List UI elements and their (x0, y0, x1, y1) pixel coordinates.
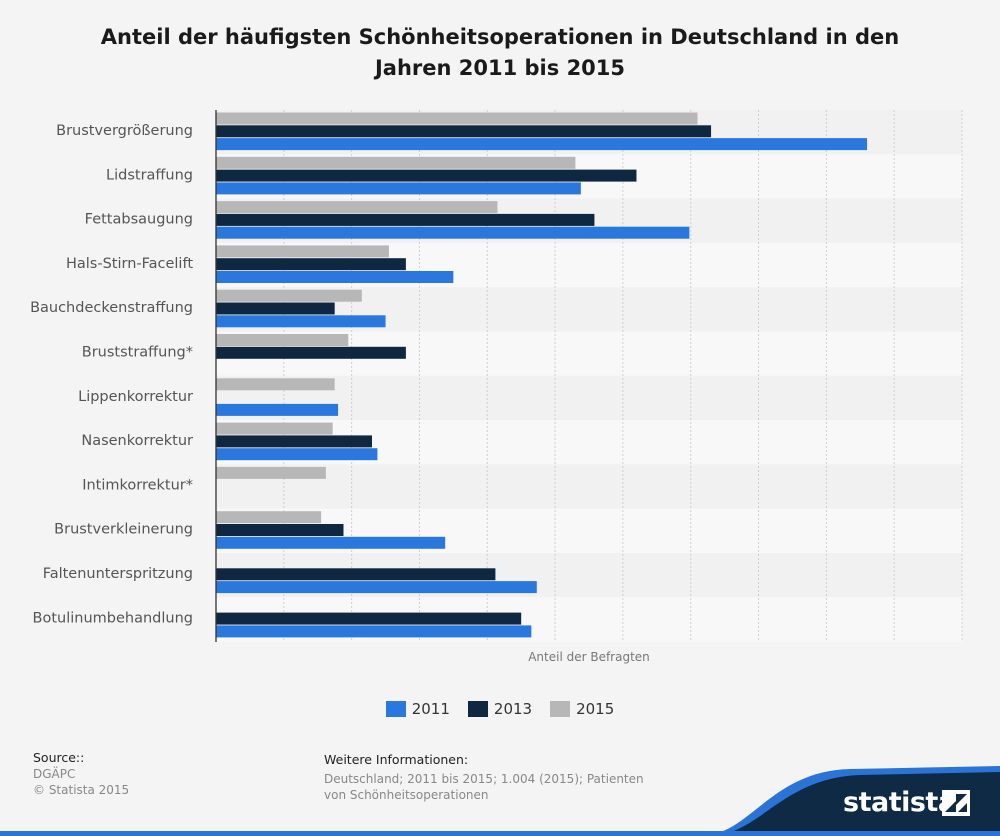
chart-area: Brustvergrößerung Lidstraffung Fettabsaugu… (30, 110, 963, 664)
bar-2011[interactable] (216, 271, 454, 283)
legend-swatch-2015 (550, 701, 571, 717)
bar-2013[interactable] (216, 524, 344, 536)
info-heading: Weitere Informationen: (324, 752, 469, 767)
x-axis-title: Anteil der Befragten (528, 650, 650, 664)
category-label: Faltenunterspritzung (43, 566, 193, 582)
bar-2011[interactable] (216, 536, 446, 549)
brand-wave (700, 766, 1000, 836)
bar-2011[interactable] (216, 138, 868, 151)
legend-swatch-2013 (467, 701, 488, 717)
legend-label-2013: 2013 (493, 700, 533, 718)
bar-2015[interactable] (216, 511, 322, 524)
category-label: Brustverkleinerung (54, 522, 193, 538)
legend-item-2015[interactable]: 2015 (550, 700, 614, 718)
bar-2015[interactable] (216, 156, 576, 169)
source-name[interactable]: DGÄPC (33, 767, 76, 781)
bar-2013[interactable] (216, 169, 637, 182)
bar-2015[interactable] (216, 201, 498, 214)
bar-2013[interactable] (216, 258, 406, 271)
legend-swatch-2011 (385, 701, 406, 717)
info-text: Deutschland; 2011 bis 2015; 1.004 (2015)… (324, 772, 644, 802)
bottom-accent-line (0, 831, 1000, 836)
chart-title: Anteil der häufigsten Schönheitsoperatio… (100, 25, 900, 80)
bar-2011[interactable] (216, 581, 537, 594)
source-heading: Source:: (33, 750, 85, 765)
row-band (216, 375, 962, 421)
bar-2011[interactable] (216, 226, 690, 239)
bar-2013[interactable] (216, 346, 406, 359)
info-block: Weitere Informationen: Deutschland; 2011… (324, 752, 654, 803)
bar-2013[interactable] (216, 435, 372, 448)
category-label: Bauchdeckenstraffung (30, 300, 193, 316)
bar-2015[interactable] (216, 245, 389, 258)
row-band (216, 464, 962, 509)
copyright-text: © Statista 2015 (33, 783, 130, 797)
bar-2011[interactable] (216, 315, 386, 328)
category-label: Lippenkorrektur (78, 389, 193, 405)
bar-2015[interactable] (216, 422, 333, 435)
category-label: Hals-Stirn-Facelift (66, 256, 193, 272)
legend-label-2015: 2015 (576, 700, 615, 718)
category-label: Botulinumbehandlung (33, 610, 193, 626)
statista-logo-icon (942, 790, 970, 816)
bar-2015[interactable] (216, 112, 698, 125)
bar-2013[interactable] (216, 213, 595, 226)
bar-2015[interactable] (216, 466, 326, 479)
legend-item-2013[interactable]: 2013 (467, 700, 533, 718)
category-label: Nasenkorrektur (81, 433, 193, 449)
bar-2015[interactable] (216, 334, 349, 346)
bar-2013[interactable] (216, 612, 522, 625)
category-label: Lidstraffung (106, 167, 193, 183)
category-label: Intimkorrektur* (82, 477, 193, 493)
bar-2015[interactable] (216, 378, 335, 391)
category-label: Bruststraffung* (82, 345, 193, 361)
bar-2011[interactable] (216, 403, 339, 416)
bar-2011[interactable] (216, 182, 581, 195)
legend-item-2011[interactable]: 2011 (385, 700, 450, 718)
category-label: Brustvergrößerung (56, 123, 193, 139)
legend-label-2011: 2011 (411, 700, 450, 718)
bar-2011[interactable] (216, 448, 378, 461)
bar-2011[interactable] (216, 625, 532, 638)
statista-logo[interactable]: statista (843, 787, 956, 818)
bar-2015[interactable] (216, 289, 362, 302)
bar-2013[interactable] (216, 125, 712, 138)
bar-2013[interactable] (216, 568, 496, 581)
category-label: Fettabsaugung (85, 212, 193, 228)
source-block: Source:: DGÄPC © Statista 2015 (33, 750, 129, 798)
bar-2013[interactable] (216, 302, 335, 315)
legend: 2011 2013 2015 (0, 700, 1000, 718)
